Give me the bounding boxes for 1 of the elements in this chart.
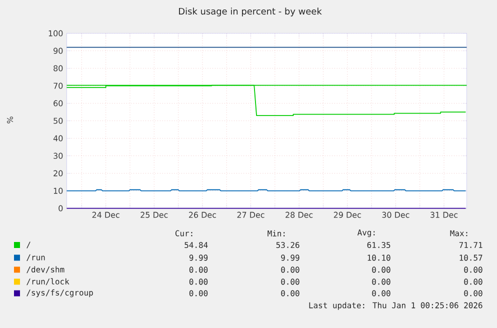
- chart-title: Disk usage in percent - by week: [179, 8, 322, 16]
